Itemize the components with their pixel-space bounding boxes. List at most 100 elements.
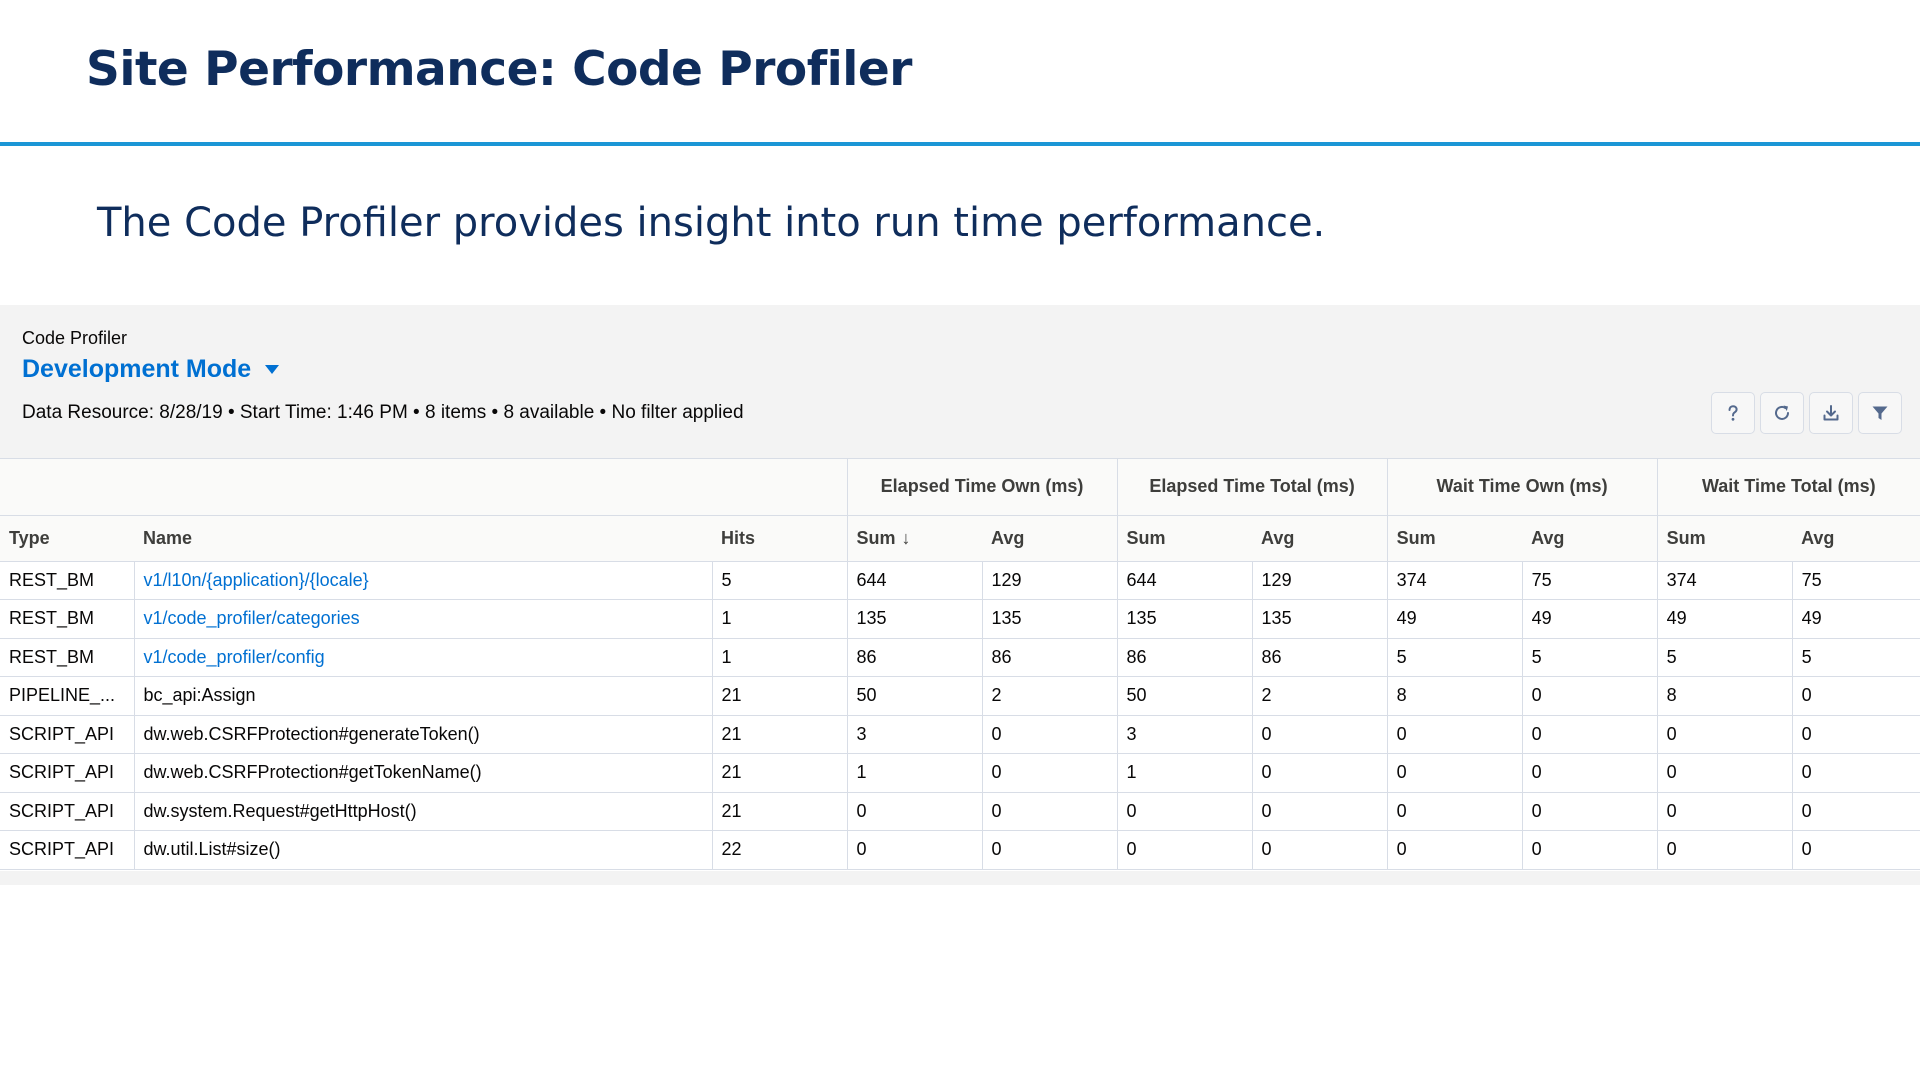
cell-elapsed-own-avg: 2	[982, 676, 1118, 716]
cell-wait-total-sum: 49	[1657, 599, 1793, 639]
cell-name-link[interactable]: v1/code_profiler/categories	[134, 599, 713, 639]
table-row[interactable]: SCRIPT_API dw.web.CSRFProtection#generate…	[0, 715, 1920, 754]
cell-elapsed-total-sum: 3	[1117, 715, 1253, 754]
column-header-name[interactable]: Name	[134, 515, 712, 562]
cell-elapsed-total-avg: 0	[1252, 792, 1388, 831]
cell-wait-own-avg: 0	[1522, 676, 1658, 716]
cell-elapsed-own-avg: 0	[982, 830, 1118, 870]
column-header-label: Avg	[1801, 527, 1835, 548]
column-header-elapsed-total-sum[interactable]: Sum	[1117, 515, 1253, 562]
cell-wait-own-sum: 0	[1387, 753, 1523, 793]
help-icon	[1728, 405, 1738, 421]
cell-elapsed-total-avg: 0	[1252, 753, 1388, 793]
cell-elapsed-own-avg: 0	[982, 792, 1118, 831]
column-header-elapsed-own-sum[interactable]: Sum ↓	[847, 515, 983, 562]
column-header-type[interactable]: Type	[0, 515, 134, 562]
column-header-wait-total-avg[interactable]: Avg	[1792, 515, 1920, 562]
cell-wait-total-sum: 0	[1657, 830, 1793, 870]
cell-name-link[interactable]: v1/code_profiler/config	[134, 638, 713, 677]
cell-elapsed-own-avg: 135	[982, 599, 1118, 639]
cell-wait-total-sum: 5	[1657, 638, 1793, 677]
table-row[interactable]: REST_BM v1/l10n/{application}/{locale} 5 64…	[0, 561, 1920, 600]
cell-wait-total-avg: 0	[1792, 715, 1920, 754]
cell-hits: 21	[712, 792, 848, 831]
group-header-elapsed-total: Elapsed Time Total (ms)	[1117, 459, 1388, 516]
column-header-hits[interactable]: Hits	[712, 515, 848, 562]
column-header-elapsed-own-avg[interactable]: Avg	[982, 515, 1118, 562]
table-row[interactable]: SCRIPT_API dw.system.Request#getHttpHost(…	[0, 792, 1920, 831]
cell-name-link[interactable]: v1/l10n/{application}/{locale}	[134, 561, 713, 600]
cell-elapsed-own-avg: 0	[982, 753, 1118, 793]
cell-wait-own-sum: 5	[1387, 638, 1523, 677]
slide-subtitle: The Code Profiler provides insight into …	[97, 200, 1326, 246]
cell-hits: 5	[712, 561, 848, 600]
column-header-label: Type	[9, 527, 50, 548]
refresh-button[interactable]	[1760, 392, 1804, 434]
profiler-table-body: REST_BM v1/l10n/{application}/{locale} 5 64…	[0, 561, 1920, 870]
cell-type: SCRIPT_API	[0, 715, 135, 754]
cell-type: SCRIPT_API	[0, 792, 135, 831]
download-button[interactable]	[1809, 392, 1853, 434]
cell-type: REST_BM	[0, 638, 135, 677]
group-header-wait-total: Wait Time Total (ms)	[1657, 459, 1920, 516]
column-header-label: Sum	[1126, 527, 1166, 548]
cell-wait-total-avg: 75	[1792, 561, 1920, 600]
cell-wait-own-avg: 0	[1522, 753, 1658, 793]
table-row[interactable]: SCRIPT_API dw.util.List#size() 22 0 0 0 0 0 0 0 0	[0, 830, 1920, 870]
column-header-label: Sum	[1396, 527, 1436, 548]
filter-button[interactable]	[1858, 392, 1902, 434]
cell-wait-total-sum: 8	[1657, 676, 1793, 716]
cell-elapsed-total-avg: 0	[1252, 830, 1388, 870]
column-group-row: Elapsed Time Own (ms) Elapsed Time Total…	[0, 459, 1920, 516]
cell-elapsed-own-sum: 135	[847, 599, 983, 639]
mode-selector[interactable]: Development Mode	[22, 355, 280, 384]
column-header-label: Hits	[721, 527, 756, 548]
cell-elapsed-total-avg: 135	[1252, 599, 1388, 639]
column-header-wait-total-sum[interactable]: Sum	[1657, 515, 1793, 562]
table-row[interactable]: SCRIPT_API dw.web.CSRFProtection#getToken…	[0, 753, 1920, 793]
cell-elapsed-total-avg: 2	[1252, 676, 1388, 716]
cell-wait-own-sum: 49	[1387, 599, 1523, 639]
cell-type: REST_BM	[0, 561, 135, 600]
table-row[interactable]: REST_BM v1/code_profiler/config 1 86 86 86 86 5…	[0, 638, 1920, 677]
panel-eyebrow: Code Profiler	[22, 328, 128, 348]
cell-wait-own-avg: 0	[1522, 715, 1658, 754]
cell-elapsed-total-sum: 86	[1117, 638, 1253, 677]
cell-wait-own-sum: 8	[1387, 676, 1523, 716]
profiler-table: Elapsed Time Own (ms) Elapsed Time Total…	[0, 459, 1920, 870]
cell-type: SCRIPT_API	[0, 753, 135, 793]
column-header-row: Type Name Hits Sum ↓ Avg Sum Avg Sum Avg …	[0, 515, 1920, 562]
cell-hits: 1	[712, 599, 848, 639]
cell-elapsed-total-sum: 0	[1117, 830, 1253, 870]
profiler-table-container: Elapsed Time Own (ms) Elapsed Time Total…	[0, 458, 1920, 871]
cell-name: dw.web.CSRFProtection#generateToken()	[134, 715, 713, 754]
group-header-elapsed-own: Elapsed Time Own (ms)	[847, 459, 1118, 516]
cell-name: dw.web.CSRFProtection#getTokenName()	[134, 753, 713, 793]
cell-elapsed-own-sum: 1	[847, 753, 983, 793]
cell-wait-total-avg: 0	[1792, 830, 1920, 870]
cell-wait-total-avg: 0	[1792, 792, 1920, 831]
cell-name: bc_api:Assign	[134, 676, 713, 716]
column-header-label: Avg	[991, 527, 1025, 548]
cell-name: dw.system.Request#getHttpHost()	[134, 792, 713, 831]
cell-elapsed-own-avg: 0	[982, 715, 1118, 754]
help-button[interactable]	[1711, 392, 1755, 434]
column-header-elapsed-total-avg[interactable]: Avg	[1252, 515, 1388, 562]
chevron-down-icon	[265, 365, 280, 374]
table-row[interactable]: REST_BM v1/code_profiler/categories 1 135 13…	[0, 599, 1920, 639]
column-header-wait-own-avg[interactable]: Avg	[1522, 515, 1658, 562]
cell-hits: 21	[712, 676, 848, 716]
cell-hits: 21	[712, 715, 848, 754]
cell-wait-own-avg: 0	[1522, 792, 1658, 831]
cell-elapsed-total-sum: 0	[1117, 792, 1253, 831]
mode-label: Development Mode	[22, 355, 252, 383]
column-header-wait-own-sum[interactable]: Sum	[1387, 515, 1523, 562]
cell-wait-own-sum: 0	[1387, 830, 1523, 870]
panel-toolbar	[1711, 392, 1902, 434]
refresh-icon	[1775, 405, 1789, 420]
cell-type: PIPELINE_...	[0, 676, 135, 716]
download-icon	[1823, 405, 1839, 421]
cell-type: REST_BM	[0, 599, 135, 639]
cell-elapsed-own-sum: 3	[847, 715, 983, 754]
table-row[interactable]: PIPELINE_... bc_api:Assign 21 50 2 50 2 8 0 8 0	[0, 676, 1920, 716]
